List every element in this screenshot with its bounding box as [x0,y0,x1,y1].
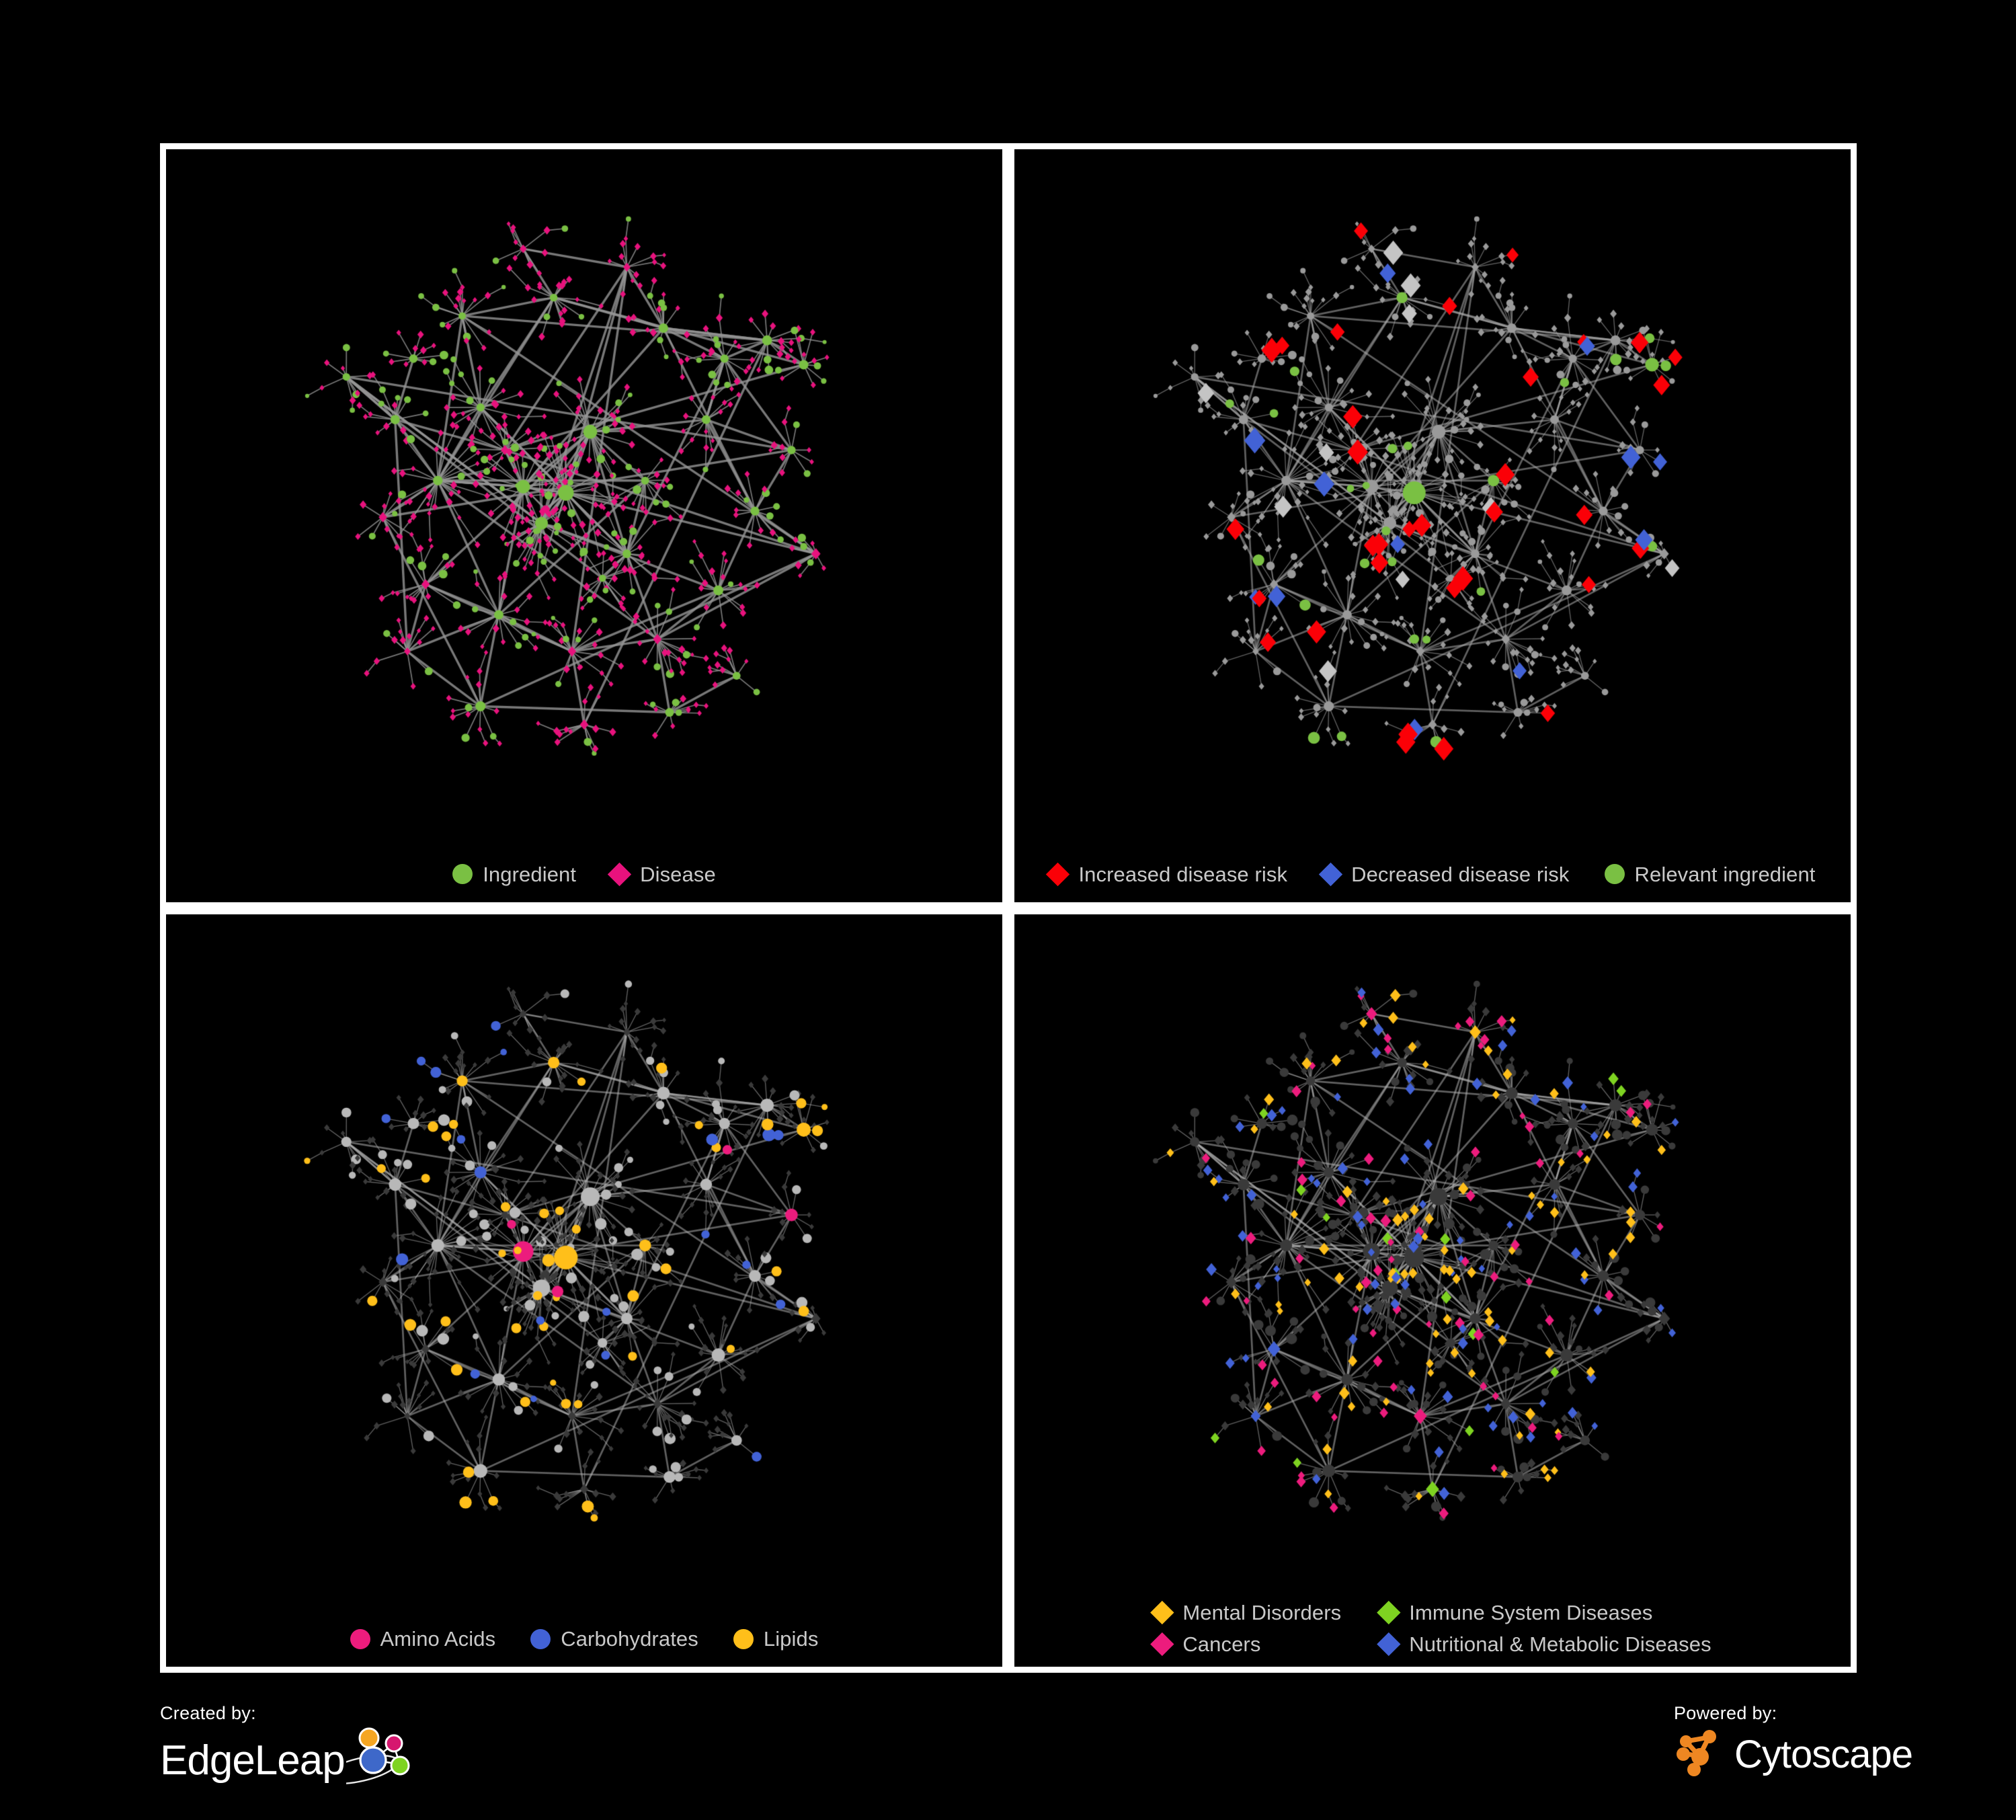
legend-item-cancers[interactable]: Cancers [1150,1632,1341,1657]
network-canvas-ingredient-disease[interactable] [166,149,1002,902]
panel-disease-risk[interactable]: Increased disease risk Decreased disease… [1014,149,1851,902]
legend-item-immune-system-diseases[interactable]: Immune System Diseases [1377,1600,1711,1625]
network-canvas-ingredient-class[interactable] [166,914,1002,1667]
circle-swatch-icon [733,1628,754,1649]
legend-item-disease[interactable]: Disease [607,862,716,886]
legend-item-ingredient[interactable]: Ingredient [452,864,576,885]
edgeleap-logo-icon [323,1727,427,1794]
powered-by-kicker: Powered by: [1674,1703,1777,1723]
cytoscape-logo-icon [1674,1727,1726,1782]
diamond-swatch-icon [1046,862,1070,886]
legend-label: Relevant ingredient [1634,862,1816,886]
legend-item-carbohydrates[interactable]: Carbohydrates [530,1628,698,1649]
panel-disease-class[interactable]: Mental Disorders Immune System Diseases … [1014,914,1851,1667]
legend-label: Immune System Diseases [1409,1601,1653,1624]
created-by-block: Created by: EdgeLeap [160,1703,427,1794]
circle-swatch-icon [530,1628,551,1649]
diamond-swatch-icon [1150,1632,1174,1657]
legend-item-lipids[interactable]: Lipids [733,1628,819,1649]
legend-disease-risk: Increased disease risk Decreased disease… [1014,862,1851,886]
diamond-swatch-icon [1377,1600,1401,1625]
legend-label: Lipids [763,1627,819,1651]
legend-label: Disease [640,862,716,886]
panel-ingredient-disease[interactable]: Ingredient Disease [166,149,1002,902]
edgeleap-wordmark: EdgeLeap [160,1737,346,1784]
legend-label: Increased disease risk [1078,862,1288,886]
legend-label: Amino Acids [380,1627,496,1651]
circle-swatch-icon [1604,864,1625,884]
legend-ingredient-disease: Ingredient Disease [166,862,1002,886]
circle-swatch-icon [452,864,473,884]
legend-label: Decreased disease risk [1351,862,1570,886]
legend-item-nutritional-metabolic-diseases[interactable]: Nutritional & Metabolic Diseases [1377,1632,1711,1657]
network-canvas-disease-risk[interactable] [1014,149,1851,902]
legend-item-increased-risk[interactable]: Increased disease risk [1046,862,1288,886]
diamond-swatch-icon [607,862,632,886]
powered-by-block: Powered by: [1674,1703,1913,1782]
legend-ingredient-class: Amino Acids Carbohydrates Lipids [166,1628,1002,1649]
diamond-swatch-icon [1150,1600,1174,1625]
panel-ingredient-class[interactable]: Amino Acids Carbohydrates Lipids [166,914,1002,1667]
legend-label: Nutritional & Metabolic Diseases [1409,1632,1711,1656]
diamond-swatch-icon [1377,1632,1401,1657]
legend-item-decreased-risk[interactable]: Decreased disease risk [1318,862,1570,886]
diamond-swatch-icon [1318,862,1343,886]
legend-label: Mental Disorders [1182,1601,1342,1624]
legend-label: Ingredient [483,862,577,886]
legend-label: Cancers [1182,1632,1261,1656]
legend-item-amino-acids[interactable]: Amino Acids [350,1628,496,1649]
figure-panel-grid: Ingredient Disease Increased disease ris… [160,143,1857,1673]
footer-branding: Created by: EdgeLeap Powered by: [0,1677,2016,1820]
created-by-kicker: Created by: [160,1703,256,1723]
cytoscape-wordmark: Cytoscape [1734,1732,1913,1776]
legend-item-relevant-ingredient[interactable]: Relevant ingredient [1604,862,1816,886]
legend-item-mental-disorders[interactable]: Mental Disorders [1150,1600,1342,1625]
network-canvas-disease-class[interactable] [1014,914,1851,1667]
legend-disease-class: Mental Disorders Immune System Diseases … [1150,1600,1711,1657]
circle-swatch-icon [350,1628,370,1649]
legend-label: Carbohydrates [561,1627,698,1651]
